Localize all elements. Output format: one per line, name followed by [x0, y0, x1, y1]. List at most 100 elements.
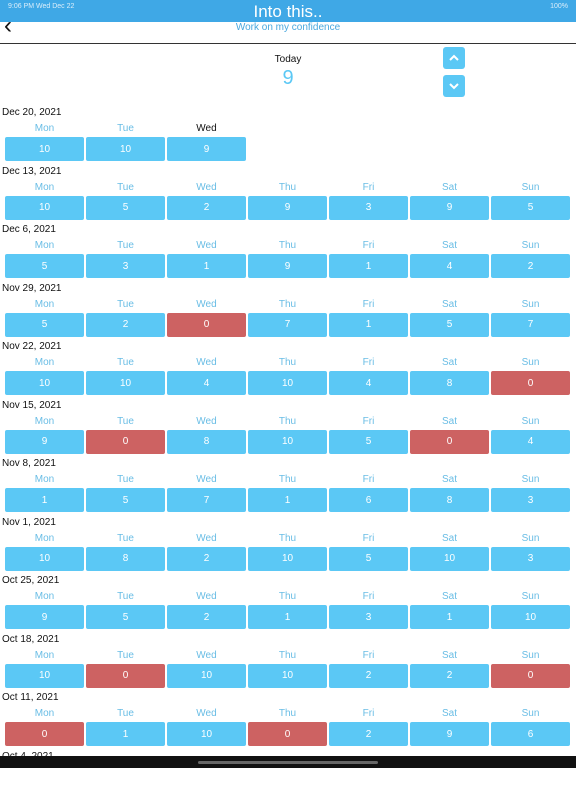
day-cell[interactable]: 1 [329, 313, 408, 337]
day-cell[interactable]: 2 [86, 313, 165, 337]
day-cell[interactable]: 1 [167, 254, 246, 278]
day-name: Sat [410, 240, 489, 252]
day-cell[interactable]: 9 [410, 196, 489, 220]
day-cell[interactable]: 2 [410, 664, 489, 688]
day-cell[interactable]: 9 [5, 430, 84, 454]
day-name: Mon [5, 533, 84, 545]
day-cell[interactable]: 4 [491, 430, 570, 454]
decrease-button[interactable] [443, 75, 465, 97]
day-cell[interactable]: 1 [248, 605, 327, 629]
day-cell[interactable]: 10 [167, 664, 246, 688]
week-label: Nov 29, 2021 [2, 283, 62, 294]
day-cell[interactable]: 2 [167, 605, 246, 629]
day-name: Sat [410, 357, 489, 369]
day-cell[interactable]: 10 [5, 371, 84, 395]
day-cell[interactable]: 0 [5, 722, 84, 746]
day-cell[interactable]: 4 [167, 371, 246, 395]
day-cell[interactable]: 5 [329, 430, 408, 454]
day-cell[interactable]: 2 [167, 547, 246, 571]
day-cell[interactable]: 10 [410, 547, 489, 571]
day-cell[interactable]: 10 [248, 547, 327, 571]
day-name: Tue [86, 650, 165, 662]
day-cell[interactable]: 0 [410, 430, 489, 454]
day-cell[interactable]: 4 [410, 254, 489, 278]
day-name: Thu [248, 299, 327, 311]
day-cell[interactable]: 10 [248, 371, 327, 395]
day-cell[interactable]: 6 [329, 488, 408, 512]
day-cell[interactable]: 8 [410, 488, 489, 512]
day-cell[interactable]: 10 [86, 371, 165, 395]
day-cell[interactable]: 10 [491, 605, 570, 629]
day-name: Mon [5, 591, 84, 603]
day-cell[interactable]: 9 [410, 722, 489, 746]
day-cell[interactable]: 5 [329, 547, 408, 571]
day-cell[interactable]: 1 [86, 722, 165, 746]
week-label: Oct 11, 2021 [2, 692, 59, 703]
day-cell[interactable]: 8 [167, 430, 246, 454]
day-name: Wed [167, 708, 246, 720]
header-divider [0, 43, 576, 44]
day-cell[interactable]: 5 [86, 488, 165, 512]
day-cell[interactable]: 10 [5, 547, 84, 571]
day-cell[interactable]: 10 [167, 722, 246, 746]
day-cell[interactable]: 1 [248, 488, 327, 512]
day-cell[interactable]: 3 [329, 196, 408, 220]
day-cell[interactable]: 8 [86, 547, 165, 571]
day-cell[interactable]: 10 [5, 137, 84, 161]
day-cell[interactable]: 10 [248, 430, 327, 454]
day-cell[interactable]: 9 [167, 137, 246, 161]
day-cell[interactable]: 5 [5, 313, 84, 337]
day-cell[interactable]: 6 [491, 722, 570, 746]
day-cell[interactable]: 0 [86, 430, 165, 454]
day-cell[interactable]: 9 [5, 605, 84, 629]
day-cell[interactable]: 7 [248, 313, 327, 337]
day-cell[interactable]: 3 [329, 605, 408, 629]
day-cell[interactable]: 7 [491, 313, 570, 337]
day-cell[interactable]: 5 [86, 196, 165, 220]
day-cell[interactable]: 2 [329, 722, 408, 746]
day-cell[interactable]: 0 [167, 313, 246, 337]
day-cell[interactable]: 1 [329, 254, 408, 278]
week-label: Nov 22, 2021 [2, 341, 62, 352]
day-cell[interactable]: 1 [410, 605, 489, 629]
day-cell[interactable]: 5 [86, 605, 165, 629]
day-cell[interactable]: 8 [410, 371, 489, 395]
day-cell[interactable]: 10 [5, 664, 84, 688]
day-cell[interactable]: 3 [491, 547, 570, 571]
day-cell[interactable]: 2 [491, 254, 570, 278]
day-cell[interactable]: 4 [329, 371, 408, 395]
day-cell[interactable]: 10 [86, 137, 165, 161]
day-cell[interactable]: 0 [86, 664, 165, 688]
day-cell[interactable]: 9 [248, 196, 327, 220]
day-cell[interactable]: 1 [5, 488, 84, 512]
day-cell[interactable]: 7 [167, 488, 246, 512]
home-indicator[interactable] [198, 761, 378, 764]
day-cell[interactable]: 3 [491, 488, 570, 512]
day-cell[interactable]: 0 [248, 722, 327, 746]
day-cell[interactable]: 3 [86, 254, 165, 278]
day-cell[interactable]: 5 [5, 254, 84, 278]
day-name: Fri [329, 240, 408, 252]
day-cell[interactable]: 5 [491, 196, 570, 220]
day-name: Sat [410, 299, 489, 311]
day-cell[interactable]: 10 [5, 196, 84, 220]
increase-button[interactable] [443, 47, 465, 69]
day-cell[interactable]: 9 [248, 254, 327, 278]
day-name: Sun [491, 357, 570, 369]
day-cell[interactable]: 10 [248, 664, 327, 688]
day-cell[interactable]: 2 [329, 664, 408, 688]
day-cell[interactable]: 0 [491, 371, 570, 395]
day-cell[interactable]: 5 [410, 313, 489, 337]
day-cell[interactable]: 0 [491, 664, 570, 688]
day-cell[interactable]: 2 [167, 196, 246, 220]
